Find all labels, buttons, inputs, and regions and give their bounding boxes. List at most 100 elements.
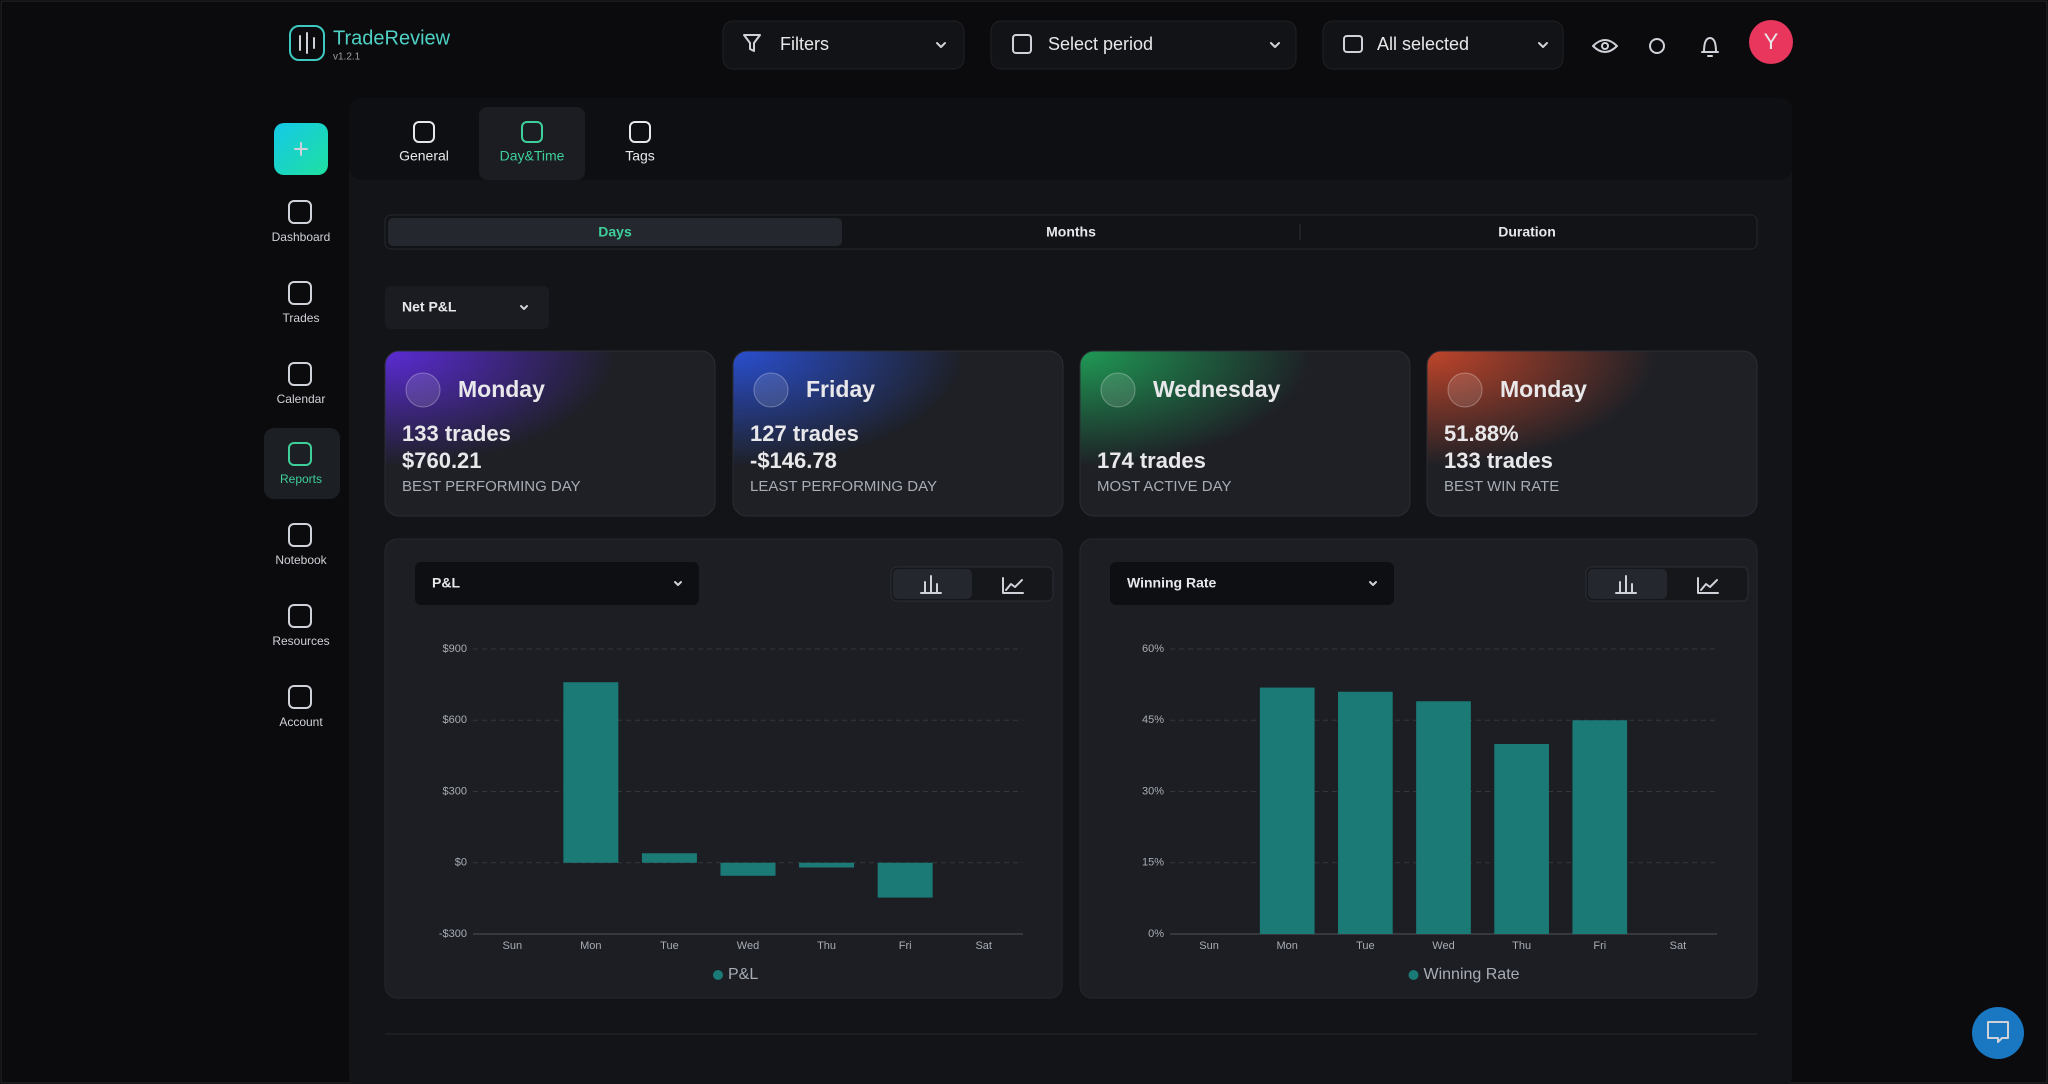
avatar[interactable] bbox=[1749, 20, 1793, 64]
tab-icon[interactable] bbox=[521, 121, 543, 143]
chart-selector: Winning Rate bbox=[1127, 575, 1217, 591]
nav-icon[interactable] bbox=[288, 523, 312, 547]
chevron bbox=[674, 581, 682, 586]
chart-selector: P&L bbox=[432, 575, 460, 591]
nav-label[interactable]: Resources bbox=[272, 634, 329, 648]
card-title: Wednesday bbox=[1153, 376, 1281, 402]
bar bbox=[1494, 744, 1549, 934]
brand-version: v1.2.1 bbox=[333, 52, 361, 63]
nav-label[interactable]: Account bbox=[279, 715, 323, 729]
x-tick-label: Fri bbox=[899, 940, 912, 952]
nav-label[interactable]: Trades bbox=[283, 311, 320, 325]
legend-label: Winning Rate bbox=[1424, 966, 1520, 983]
nav-label[interactable]: Notebook bbox=[275, 553, 327, 567]
metric-dropdown[interactable] bbox=[385, 286, 549, 329]
period-label: Select period bbox=[1048, 34, 1153, 54]
stat-card bbox=[1079, 350, 1411, 517]
nav-label[interactable]: Dashboard bbox=[272, 230, 331, 244]
bar bbox=[1572, 720, 1628, 934]
nav-icon[interactable] bbox=[288, 685, 312, 709]
segment-label[interactable]: Months bbox=[1046, 224, 1096, 240]
toggle-active[interactable] bbox=[893, 569, 972, 599]
tab-bar bbox=[349, 98, 1792, 180]
card-icon bbox=[1447, 372, 1483, 408]
x-tick-label: Wed bbox=[737, 940, 759, 952]
avatar-letter: Y bbox=[1764, 29, 1779, 54]
x-tick-label: Mon bbox=[1277, 940, 1298, 952]
tab-label[interactable]: Tags bbox=[625, 148, 655, 164]
chevron bbox=[1369, 581, 1377, 586]
nav-icon[interactable] bbox=[288, 362, 312, 386]
y-tick-label: 45% bbox=[1142, 714, 1164, 726]
chart-dropdown[interactable] bbox=[415, 562, 699, 605]
chart-panel bbox=[384, 538, 1063, 999]
bar bbox=[1259, 687, 1315, 934]
nav-icon[interactable] bbox=[288, 442, 312, 466]
card-value: -$146.78 bbox=[750, 448, 837, 473]
card-icon bbox=[405, 372, 441, 408]
bar bbox=[1416, 701, 1471, 934]
eye-pupil bbox=[1601, 42, 1609, 50]
logo bbox=[289, 25, 325, 61]
y-tick-label: $0 bbox=[455, 857, 467, 869]
filters-label: Filters bbox=[780, 34, 829, 54]
chat-icon bbox=[1987, 1021, 2009, 1043]
nav-label[interactable]: Calendar bbox=[277, 392, 326, 406]
tab-icon[interactable] bbox=[413, 121, 435, 143]
filter-icon bbox=[743, 34, 761, 52]
tab-label[interactable]: Day&Time bbox=[500, 148, 565, 164]
chevron bbox=[936, 42, 946, 48]
card-title: Monday bbox=[458, 376, 545, 402]
bell-icon[interactable] bbox=[1701, 37, 1719, 57]
line-icon[interactable] bbox=[1697, 577, 1719, 594]
bar bbox=[1338, 691, 1393, 934]
calendar-icon bbox=[1012, 34, 1032, 54]
card-value: 133 trades bbox=[1444, 448, 1553, 473]
stat-card bbox=[732, 350, 1064, 517]
legend-label: P&L bbox=[728, 966, 758, 983]
bar-icon[interactable] bbox=[920, 575, 942, 594]
nav-icon[interactable] bbox=[288, 200, 312, 224]
bar bbox=[877, 862, 933, 898]
bar bbox=[563, 682, 619, 863]
card-title: Friday bbox=[806, 376, 875, 402]
card-title: Monday bbox=[1500, 376, 1587, 402]
filters-dropdown[interactable] bbox=[722, 20, 965, 70]
theme-icon[interactable] bbox=[1649, 38, 1665, 54]
tab-label[interactable]: General bbox=[399, 148, 449, 164]
card-value: 51.88% bbox=[1444, 421, 1519, 446]
x-tick-label: Tue bbox=[1356, 940, 1375, 952]
x-tick-label: Fri bbox=[1593, 940, 1606, 952]
card-icon bbox=[1100, 372, 1136, 408]
accounts-label: All selected bbox=[1377, 34, 1469, 54]
eye-icon[interactable] bbox=[1592, 39, 1618, 53]
plus-icon bbox=[294, 142, 308, 156]
x-tick-label: Sat bbox=[975, 940, 992, 952]
y-tick-label: 0% bbox=[1148, 928, 1164, 940]
nav-icon[interactable] bbox=[288, 604, 312, 628]
y-tick-label: $600 bbox=[443, 714, 467, 726]
chat-button[interactable] bbox=[1972, 1007, 2024, 1059]
line-icon[interactable] bbox=[1002, 577, 1024, 594]
bar-icon[interactable] bbox=[1615, 575, 1637, 594]
bar bbox=[641, 853, 697, 863]
legend-swatch bbox=[1408, 970, 1419, 980]
x-tick-label: Sat bbox=[1670, 940, 1687, 952]
stat-card bbox=[384, 350, 716, 517]
card-value: 174 trades bbox=[1097, 448, 1206, 473]
segment-label[interactable]: Days bbox=[598, 224, 632, 240]
chart-dropdown[interactable] bbox=[1110, 562, 1394, 605]
toggle-active[interactable] bbox=[1588, 569, 1667, 599]
period-dropdown[interactable] bbox=[990, 20, 1297, 70]
nav-icon[interactable] bbox=[288, 281, 312, 305]
segment-label[interactable]: Duration bbox=[1498, 224, 1556, 240]
tab-icon[interactable] bbox=[629, 121, 651, 143]
card-caption: LEAST PERFORMING DAY bbox=[750, 478, 937, 495]
x-tick-label: Thu bbox=[1512, 940, 1531, 952]
y-tick-label: 60% bbox=[1142, 643, 1164, 655]
nav-label[interactable]: Reports bbox=[280, 472, 322, 486]
accounts-dropdown[interactable] bbox=[1322, 20, 1564, 70]
x-tick-label: Tue bbox=[660, 940, 679, 952]
